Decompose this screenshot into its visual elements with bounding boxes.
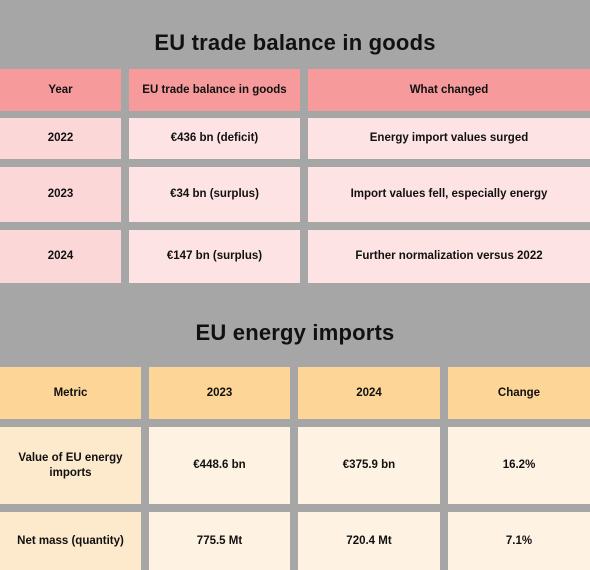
energy-row-2024: 720.4 Mt [298,512,440,570]
trade-row-year: 2022 [0,118,121,159]
energy-header-2024: 2024 [298,367,440,419]
trade-row-year: 2023 [0,167,121,222]
trade-row-balance: €436 bn (deficit) [129,118,300,159]
energy-row-change: 7.1% [448,512,590,570]
energy-row-metric: Value of EU energy imports [0,427,141,504]
trade-header-year: Year [0,69,121,111]
trade-row-balance: €34 bn (surplus) [129,167,300,222]
energy-row-metric: Net mass (quantity) [0,512,141,570]
energy-header-change: Change [448,367,590,419]
trade-row-changed: Further normalization versus 2022 [308,230,590,283]
trade-row-balance: €147 bn (surplus) [129,230,300,283]
energy-row-2023: 775.5 Mt [149,512,290,570]
energy-row-2024: €375.9 bn [298,427,440,504]
energy-row-2023: €448.6 bn [149,427,290,504]
trade-header-balance: EU trade balance in goods [129,69,300,111]
trade-row-changed: Import values fell, especially energy [308,167,590,222]
trade-table-title: EU trade balance in goods [154,30,436,55]
energy-row-change: 16.2% [448,427,590,504]
energy-table-title: EU energy imports [195,320,395,345]
energy-header-metric: Metric [0,367,141,419]
trade-header-changed: What changed [308,69,590,111]
trade-row-changed: Energy import values surged [308,118,590,159]
trade-row-year: 2024 [0,230,121,283]
energy-header-2023: 2023 [149,367,290,419]
